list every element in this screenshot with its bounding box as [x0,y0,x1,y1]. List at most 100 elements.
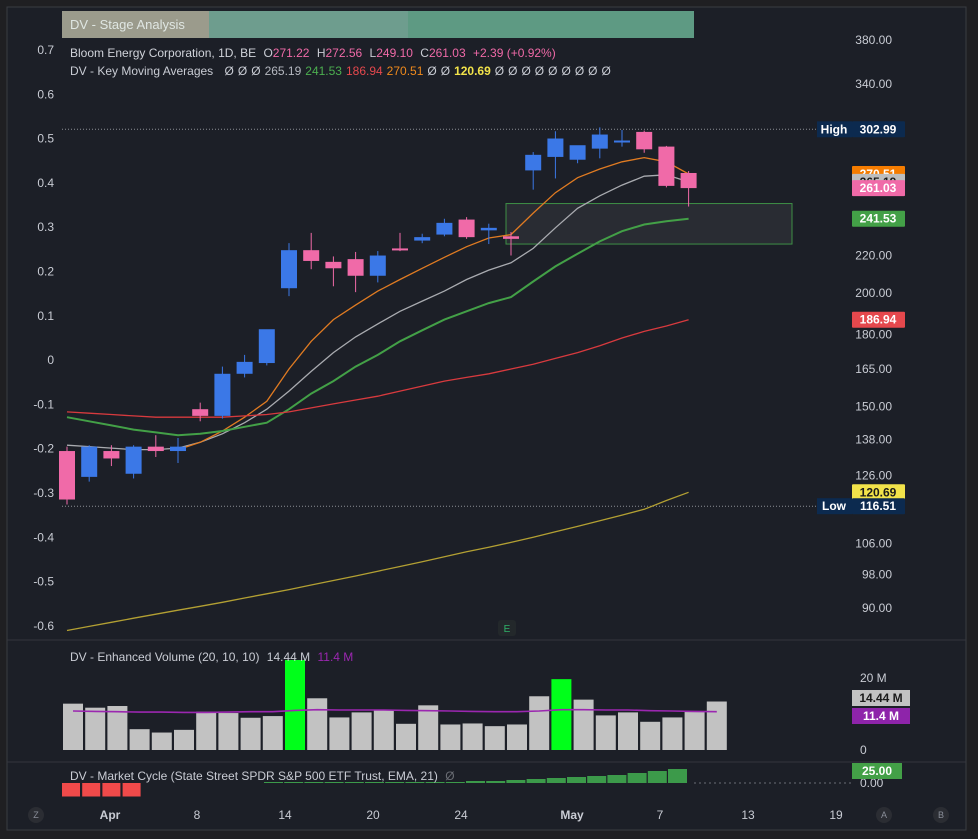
cycle-bar [546,778,566,783]
volume-label-bg [852,690,910,706]
cycle-bar [567,777,586,783]
high-label: H [316,46,326,60]
cycle-bar [627,773,647,783]
low-value: 249.10 [376,46,413,60]
x-axis-tick: 7 [657,808,664,822]
volume-bar [285,660,305,750]
cycle-bar [385,782,405,783]
volume-bar [351,712,372,750]
ma-legend-value: Ø [561,64,571,78]
price-label: 241.53 [860,212,897,226]
volume-bar [440,724,461,750]
ma-legend-value: Ø [534,64,545,78]
stage-segment [408,11,694,38]
left-axis-tick: -0.4 [33,530,54,544]
log-scale-button[interactable]: B [933,807,949,823]
candle-body [525,154,542,171]
volume-label: 14.44 M [859,691,902,705]
volume-bar [373,710,394,750]
candle-body [658,146,675,186]
ma-legend-value: 241.53 [305,64,342,78]
stage-segment [209,11,408,38]
cycle-axis-tick: 0.00 [860,776,884,790]
right-axis-tick: 180.00 [855,328,892,342]
candle-body [303,250,320,261]
cycle-bar [445,782,465,783]
cycle-bar [607,775,627,783]
candle-body [81,446,98,477]
right-axis-tick: 380.00 [855,33,892,47]
x-axis-tick: Apr [100,808,121,822]
volume-bar [529,696,550,750]
ma-legend-value: Ø [440,64,451,78]
left-axis-tick: -0.6 [33,619,54,633]
candle-body [369,255,386,276]
price-label: 120.69 [860,485,897,499]
volume-bar [396,723,416,750]
candle-body [680,172,697,189]
cycle-bar [82,783,101,797]
price-label: 116.51 [860,499,896,513]
cycle-bar [587,776,607,783]
volume-bar [329,717,350,750]
candle-body [614,140,630,143]
price-label-bg [852,498,905,515]
volume-bar [196,711,217,750]
cycle-bar [304,782,324,783]
right-axis-tick: 90.00 [862,601,892,615]
ma-legend-value: 270.51 [386,64,424,78]
volume-bar [63,703,83,750]
left-axis-tick: -0.5 [33,575,54,589]
x-axis-tick: 14 [278,808,292,822]
cycle-bar [365,782,384,783]
right-axis-tick: 126.00 [855,468,892,482]
low-label: L [369,46,377,60]
volume-label-bg [852,708,910,724]
left-axis-tick: -0.3 [33,486,54,500]
candle-body [547,138,564,157]
volume-label: 11.4 M [863,709,899,723]
price-label-bg [852,210,905,227]
left-axis-tick: 0.7 [37,43,54,57]
price-label-bg [852,484,905,501]
ma-legend-value: 186.94 [345,64,383,78]
auto-scale-button[interactable]: A [876,807,892,823]
volume-bar [551,679,572,750]
high-tag: High [821,122,848,136]
cycle-label: 25.00 [862,764,892,778]
candle-body [325,261,342,269]
volume-bar [573,699,594,750]
ma-line-ema_orange [177,156,689,451]
volume-title: DV - Enhanced Volume (20, 10, 10) [70,650,260,664]
volume-bar [262,716,283,750]
left-axis-tick: 0.6 [37,87,54,101]
right-axis-tick: 106.00 [855,536,892,550]
cycle-bar [344,782,364,783]
price-label-bg [852,311,905,328]
ma-legend: DV - Key Moving Averages Ø Ø Ø 265.19 241.53… [70,64,615,78]
earnings-marker: E [504,624,511,635]
volume-bar [706,701,727,750]
volume-legend: DV - Enhanced Volume (20, 10, 10) 14.44 … [70,650,353,664]
volume-bar [418,705,439,750]
volume-bar [218,713,239,750]
candle-body [59,451,75,500]
ma-line-ma_green [66,217,689,437]
candle-body [258,329,275,364]
x-axis-tick: 19 [829,808,843,822]
candle-body [125,446,142,474]
candle-body [170,446,186,452]
cycle-bar [102,783,121,797]
symbol-title: Bloom Energy Corporation, 1D, BE [70,46,257,60]
high-tag-bg [817,121,852,138]
price-label: 302.99 [860,122,897,136]
candle-body [480,227,497,231]
ma-legend-value: Ø [237,64,248,78]
reset-zoom-button[interactable]: Z [28,807,44,823]
ma-legend-value: 120.69 [454,64,491,78]
open-value: 271.22 [272,46,310,60]
open-label: O [263,46,273,60]
candle-body [414,237,431,241]
